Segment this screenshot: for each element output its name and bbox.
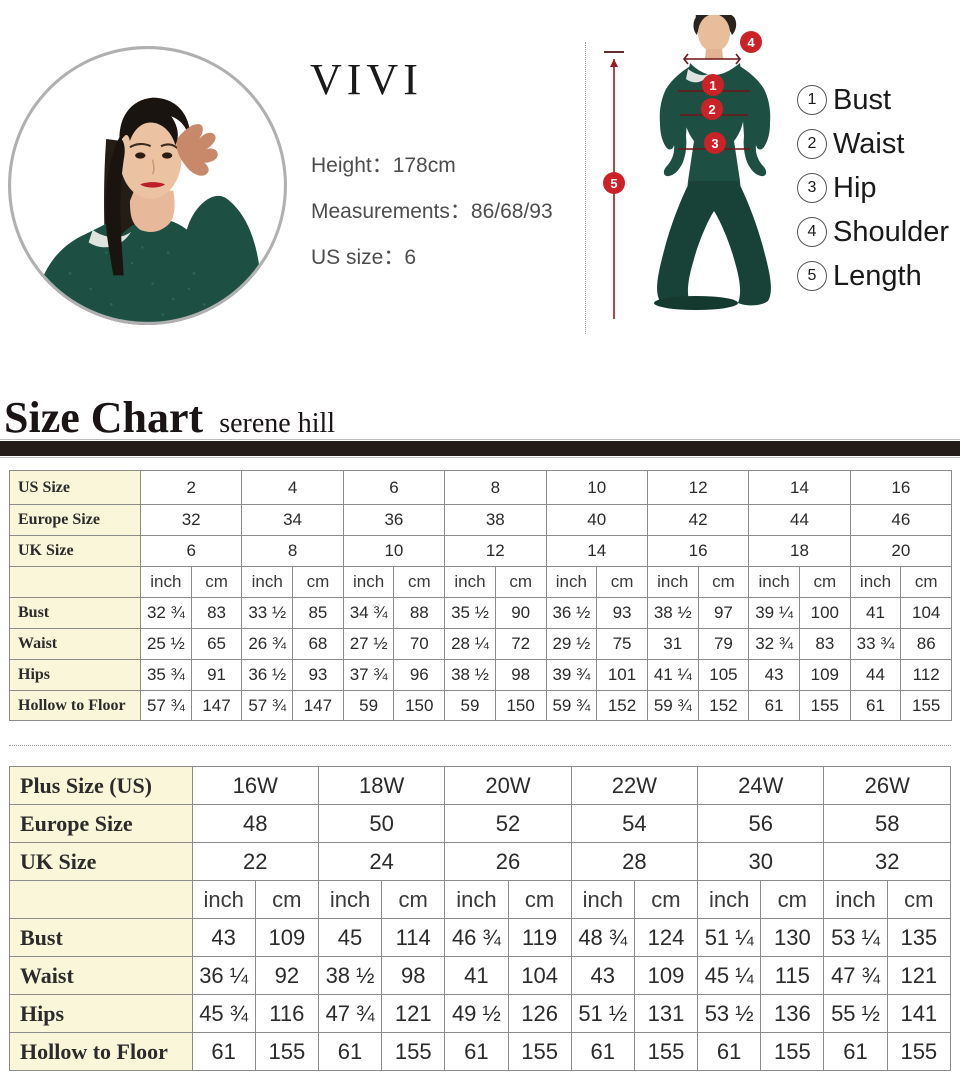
svg-text:4: 4	[747, 35, 755, 50]
svg-text:2: 2	[708, 102, 715, 117]
svg-text:5: 5	[610, 176, 617, 191]
svg-text:1: 1	[709, 78, 716, 93]
svg-text:3: 3	[711, 136, 718, 151]
